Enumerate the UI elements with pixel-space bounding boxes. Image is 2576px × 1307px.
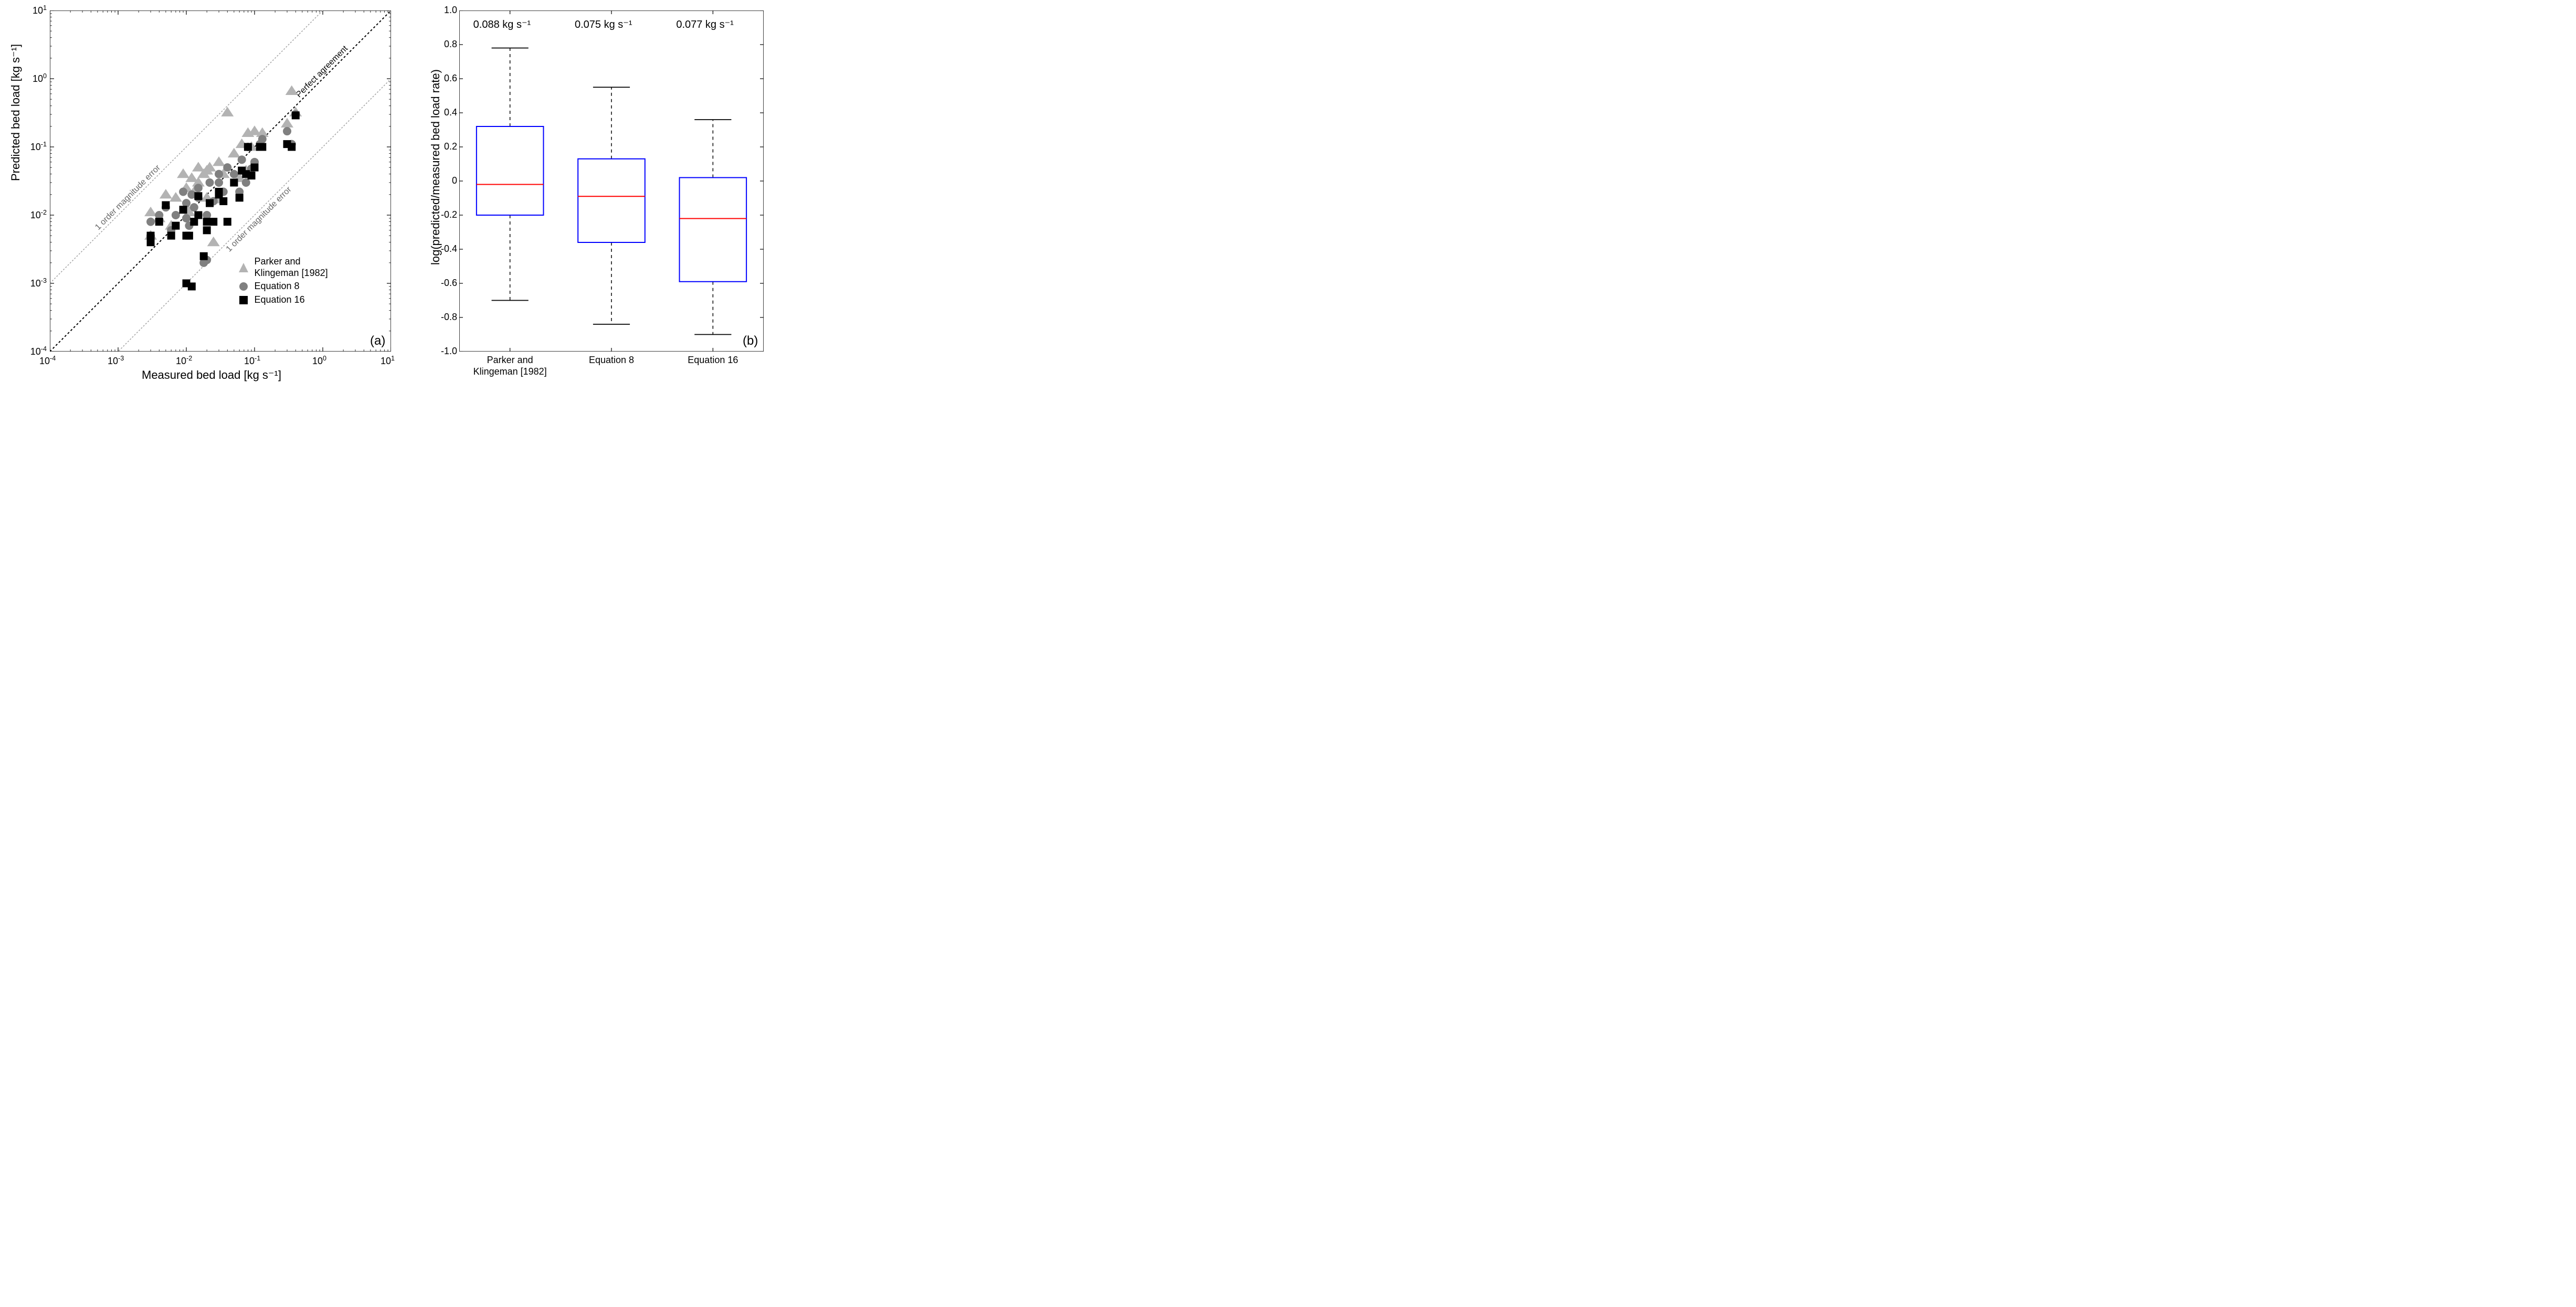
panel-a-label: (a) xyxy=(370,334,385,348)
panel-b-xtick: Equation 16 xyxy=(668,355,757,366)
panel-b-label: (b) xyxy=(743,334,758,348)
legend-item-label: Equation 16 xyxy=(255,294,305,306)
panel-b-rmse: 0.088 kg s⁻¹ xyxy=(473,18,531,31)
svg-text:Perfect agreement: Perfect agreement xyxy=(294,44,350,99)
panel-a-svg: 1 order magnitude error1 order magnitude… xyxy=(50,10,391,352)
panel-b-ytick: -0.8 xyxy=(436,312,457,323)
panel-a: 1 order magnitude error1 order magnitude… xyxy=(50,10,391,352)
panel-a-xtick: 10-3 xyxy=(108,355,124,367)
panel-b-rmse: 0.077 kg s⁻¹ xyxy=(676,18,734,31)
legend-item-label: Parker andKlingeman [1982] xyxy=(255,256,328,279)
figure-root: 1 order magnitude error1 order magnitude… xyxy=(0,0,787,399)
panel-b-ylabel: log(predicted/measured bed load rate) xyxy=(429,69,442,265)
panel-b-ytick: 1.0 xyxy=(436,5,457,16)
panel-a-ytick: 10-3 xyxy=(24,277,47,289)
panel-a-xtick: 101 xyxy=(381,355,395,367)
panel-a-ytick: 101 xyxy=(24,4,47,16)
panel-a-xlabel: Measured bed load [kg s⁻¹] xyxy=(142,368,281,382)
panel-b-ytick: -0.6 xyxy=(436,278,457,289)
panel-b-rmse: 0.075 kg s⁻¹ xyxy=(575,18,632,31)
panel-a-legend: Parker andKlingeman [1982] Equation 8 Equa… xyxy=(238,256,328,308)
panel-a-xtick: 10-2 xyxy=(176,355,192,367)
panel-a-xtick: 10-1 xyxy=(244,355,260,367)
panel-a-xtick: 100 xyxy=(312,355,326,367)
panel-a-ytick: 100 xyxy=(24,72,47,84)
panel-b-svg xyxy=(459,10,764,352)
panel-b-xtick: Equation 8 xyxy=(567,355,656,366)
panel-b-ytick: -1.0 xyxy=(436,346,457,357)
legend-item-label: Equation 8 xyxy=(255,281,300,292)
panel-a-ytick: 10-2 xyxy=(24,209,47,221)
panel-b-xtick: Parker andKlingeman [1982] xyxy=(466,355,555,377)
panel-a-ytick: 10-4 xyxy=(24,345,47,357)
panel-a-ytick: 10-1 xyxy=(24,141,47,153)
panel-a-ylabel: Predicted bed load [kg s⁻¹] xyxy=(9,44,23,181)
panel-b xyxy=(459,10,764,352)
svg-text:1 order magnitude error: 1 order magnitude error xyxy=(225,185,293,253)
panel-b-ytick: 0.8 xyxy=(436,39,457,50)
